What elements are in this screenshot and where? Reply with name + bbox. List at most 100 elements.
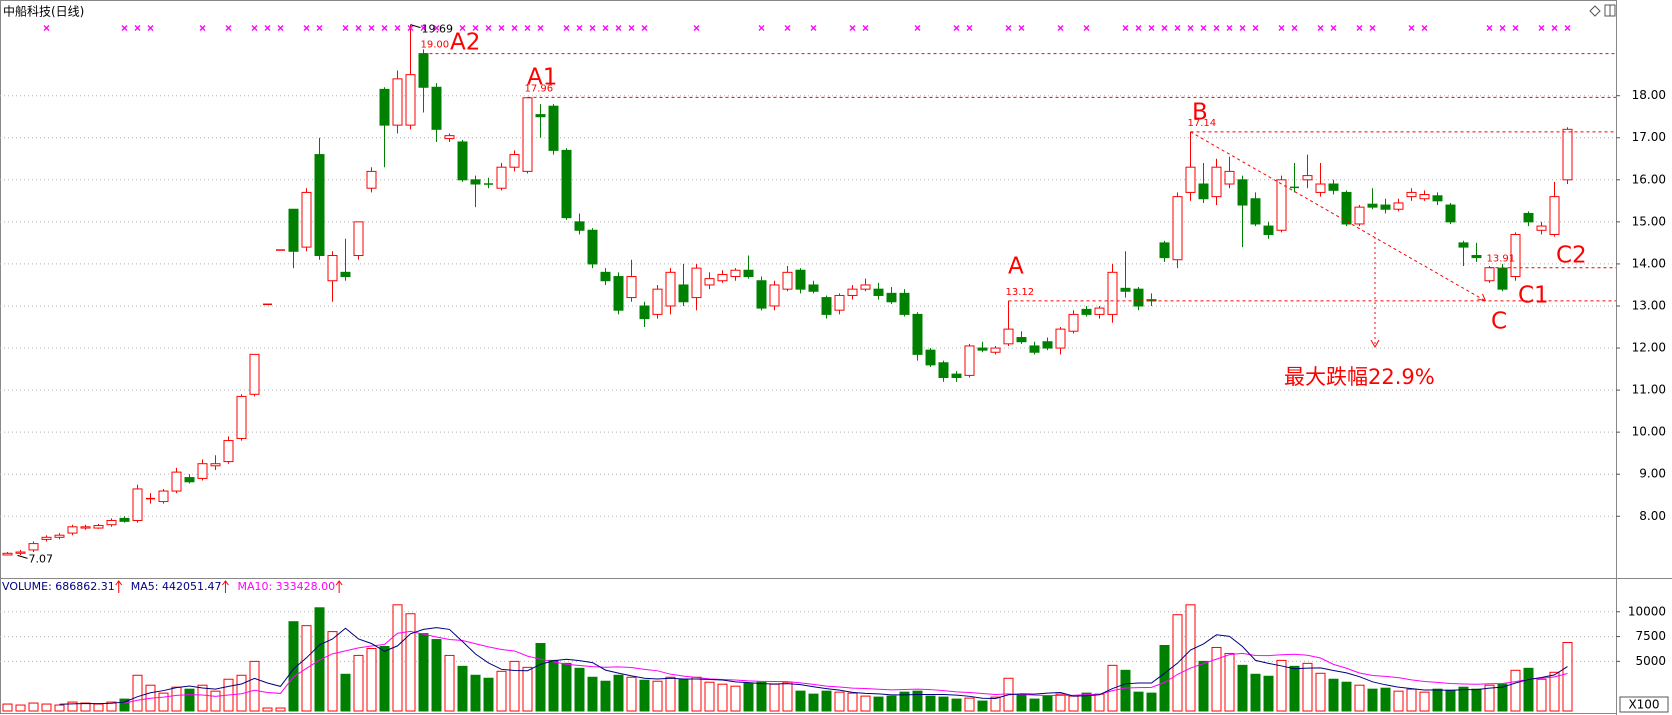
signal-mark: [264, 25, 271, 31]
annotation: 最大跌幅22.9%: [1284, 365, 1435, 389]
volume-bar: [860, 695, 871, 712]
signal-mark: [602, 25, 609, 31]
volume-bar: [1471, 688, 1482, 712]
volume-bar: [457, 665, 468, 712]
volume-bar: [548, 659, 559, 712]
candle-body: [1120, 287, 1131, 292]
volume-bar: [1016, 694, 1027, 712]
signal-mark: [355, 25, 362, 31]
volume-bar: [106, 701, 117, 712]
volume-bar: [1354, 684, 1365, 712]
signal-mark: [277, 25, 284, 31]
volume-bar: [80, 702, 91, 712]
volume-bar: [847, 692, 858, 712]
candle-body: [860, 284, 871, 290]
volume-bar: [470, 674, 481, 712]
level-label: 19.00: [421, 40, 450, 51]
candle-body: [1484, 267, 1495, 282]
candle-body: [379, 88, 390, 126]
y2-tick-label: 10000: [1628, 604, 1666, 618]
volume-bar: [392, 604, 403, 712]
candle-body: [1016, 337, 1027, 343]
volume-bar: [626, 676, 637, 712]
signal-mark: [459, 25, 466, 31]
level-label: 17.96: [525, 83, 554, 94]
volume-bar: [1315, 672, 1326, 712]
candle-body: [2, 552, 13, 556]
volume-bar: [1211, 646, 1222, 712]
y-tick-label: 14.00: [1632, 256, 1666, 270]
candle-body: [1172, 196, 1183, 261]
candle-body: [574, 221, 585, 231]
volume-unit: X100: [1628, 698, 1659, 712]
volume-bar: [873, 696, 884, 712]
signal-mark: [342, 25, 349, 31]
candle-body: [678, 284, 689, 303]
candle-body: [1029, 345, 1040, 353]
signal-mark: [966, 25, 973, 31]
volume-bar: [1237, 664, 1248, 712]
signal-mark: [134, 25, 141, 31]
y-tick-label: 13.00: [1632, 298, 1666, 312]
candle-body: [1406, 191, 1417, 198]
candle-body: [1458, 242, 1469, 248]
candle-body: [1471, 255, 1482, 259]
volume-bar: [977, 700, 988, 712]
candle-body: [1562, 128, 1573, 181]
candle-body: [366, 170, 377, 189]
candle-body: [808, 284, 819, 292]
candle-body: [1367, 203, 1378, 208]
volume-bar: [444, 654, 455, 712]
candle-body: [925, 349, 936, 366]
volume-bar: [327, 631, 338, 712]
signal-mark: [43, 25, 50, 31]
signal-mark: [537, 25, 544, 31]
volume-bar: [184, 688, 195, 712]
candle-body: [1497, 267, 1508, 290]
candle-body: [704, 278, 715, 286]
candle-body: [951, 373, 962, 378]
volume-bar: [535, 643, 546, 712]
signal-mark: [615, 25, 622, 31]
signal-mark: [953, 25, 960, 31]
annotation: A1: [527, 65, 557, 91]
volume-bar: [496, 670, 507, 712]
signal-mark: [1226, 25, 1233, 31]
candle-body: [301, 191, 312, 248]
signal-mark: [498, 25, 505, 31]
candle-body: [197, 463, 208, 479]
candle-body: [1393, 202, 1404, 210]
candle-body: [1341, 191, 1352, 225]
volume-bar: [834, 691, 845, 712]
volume-bar: [1458, 686, 1469, 712]
ma5-line: [59, 627, 1568, 705]
candle-body: [730, 269, 741, 278]
volume-bar: [639, 679, 650, 712]
volume-bar: [782, 681, 793, 712]
signal-mark: [225, 25, 232, 31]
volume-bar: [938, 696, 949, 712]
candle-body: [1354, 206, 1365, 225]
volume-bar: [678, 678, 689, 712]
annotation: A2: [450, 30, 480, 56]
candle-body: [899, 292, 910, 315]
candle-body: [1380, 204, 1391, 210]
volume-bar: [431, 639, 442, 712]
candle-body: [392, 78, 403, 126]
volume-bar: [1549, 671, 1560, 712]
volume-bar: [1133, 691, 1144, 712]
candle-body: [496, 166, 507, 189]
chart-title: 中船科技(日线): [3, 4, 84, 19]
candle-body: [535, 114, 546, 118]
volume-bar: [171, 686, 182, 712]
candle-body: [1523, 212, 1534, 223]
candle-body: [990, 347, 1001, 353]
candle-body: [743, 269, 754, 278]
volume-bar: [990, 696, 1001, 712]
signal-mark: [1317, 25, 1324, 31]
signal-mark: [784, 25, 791, 31]
candle-body: [249, 353, 260, 395]
candle-body: [67, 526, 78, 534]
candle-body: [418, 53, 429, 88]
